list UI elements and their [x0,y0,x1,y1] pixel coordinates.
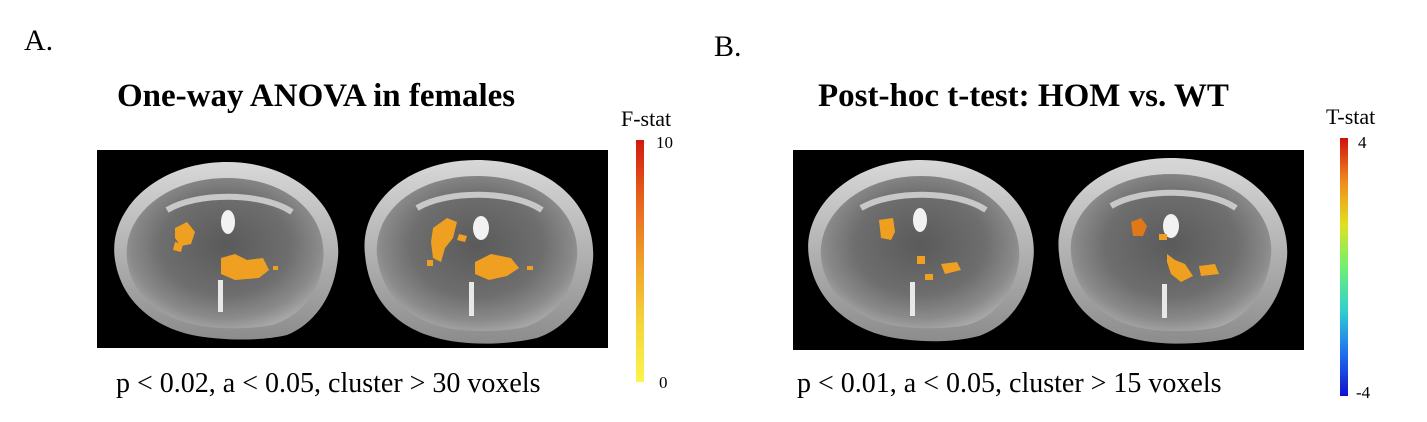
panel-a-title: One-way ANOVA in females [117,78,516,114]
brain-slice [114,162,339,340]
panel-b-colorbar-min: -4 [1356,383,1371,402]
panel-a-letter: A. [24,24,54,57]
brain-slice [1058,158,1288,344]
panel-a-brain-image [97,150,608,348]
panel-a-colorbar-max: 10 [656,133,673,152]
panel-b-caption: p < 0.01, a < 0.05, cluster > 15 voxels [797,368,1222,399]
panel-b-colorbar-max: 4 [1358,133,1367,152]
panel-b-colorbar [1340,138,1348,396]
panel-b-colorbar-title: T-stat [1326,104,1376,129]
panel-b-brain-image [793,150,1304,350]
brain-slice [808,160,1034,342]
panel-b-letter: B. [714,30,742,63]
panel-a-colorbar-title: F-stat [621,106,672,131]
panel-a-caption: p < 0.02, a < 0.05, cluster > 30 voxels [116,368,541,399]
brain-slice [364,160,594,344]
panel-a-colorbar-min: 0 [659,373,668,392]
panel-a-colorbar [636,140,644,382]
panel-b-title: Post-hoc t-test: HOM vs. WT [818,78,1229,114]
